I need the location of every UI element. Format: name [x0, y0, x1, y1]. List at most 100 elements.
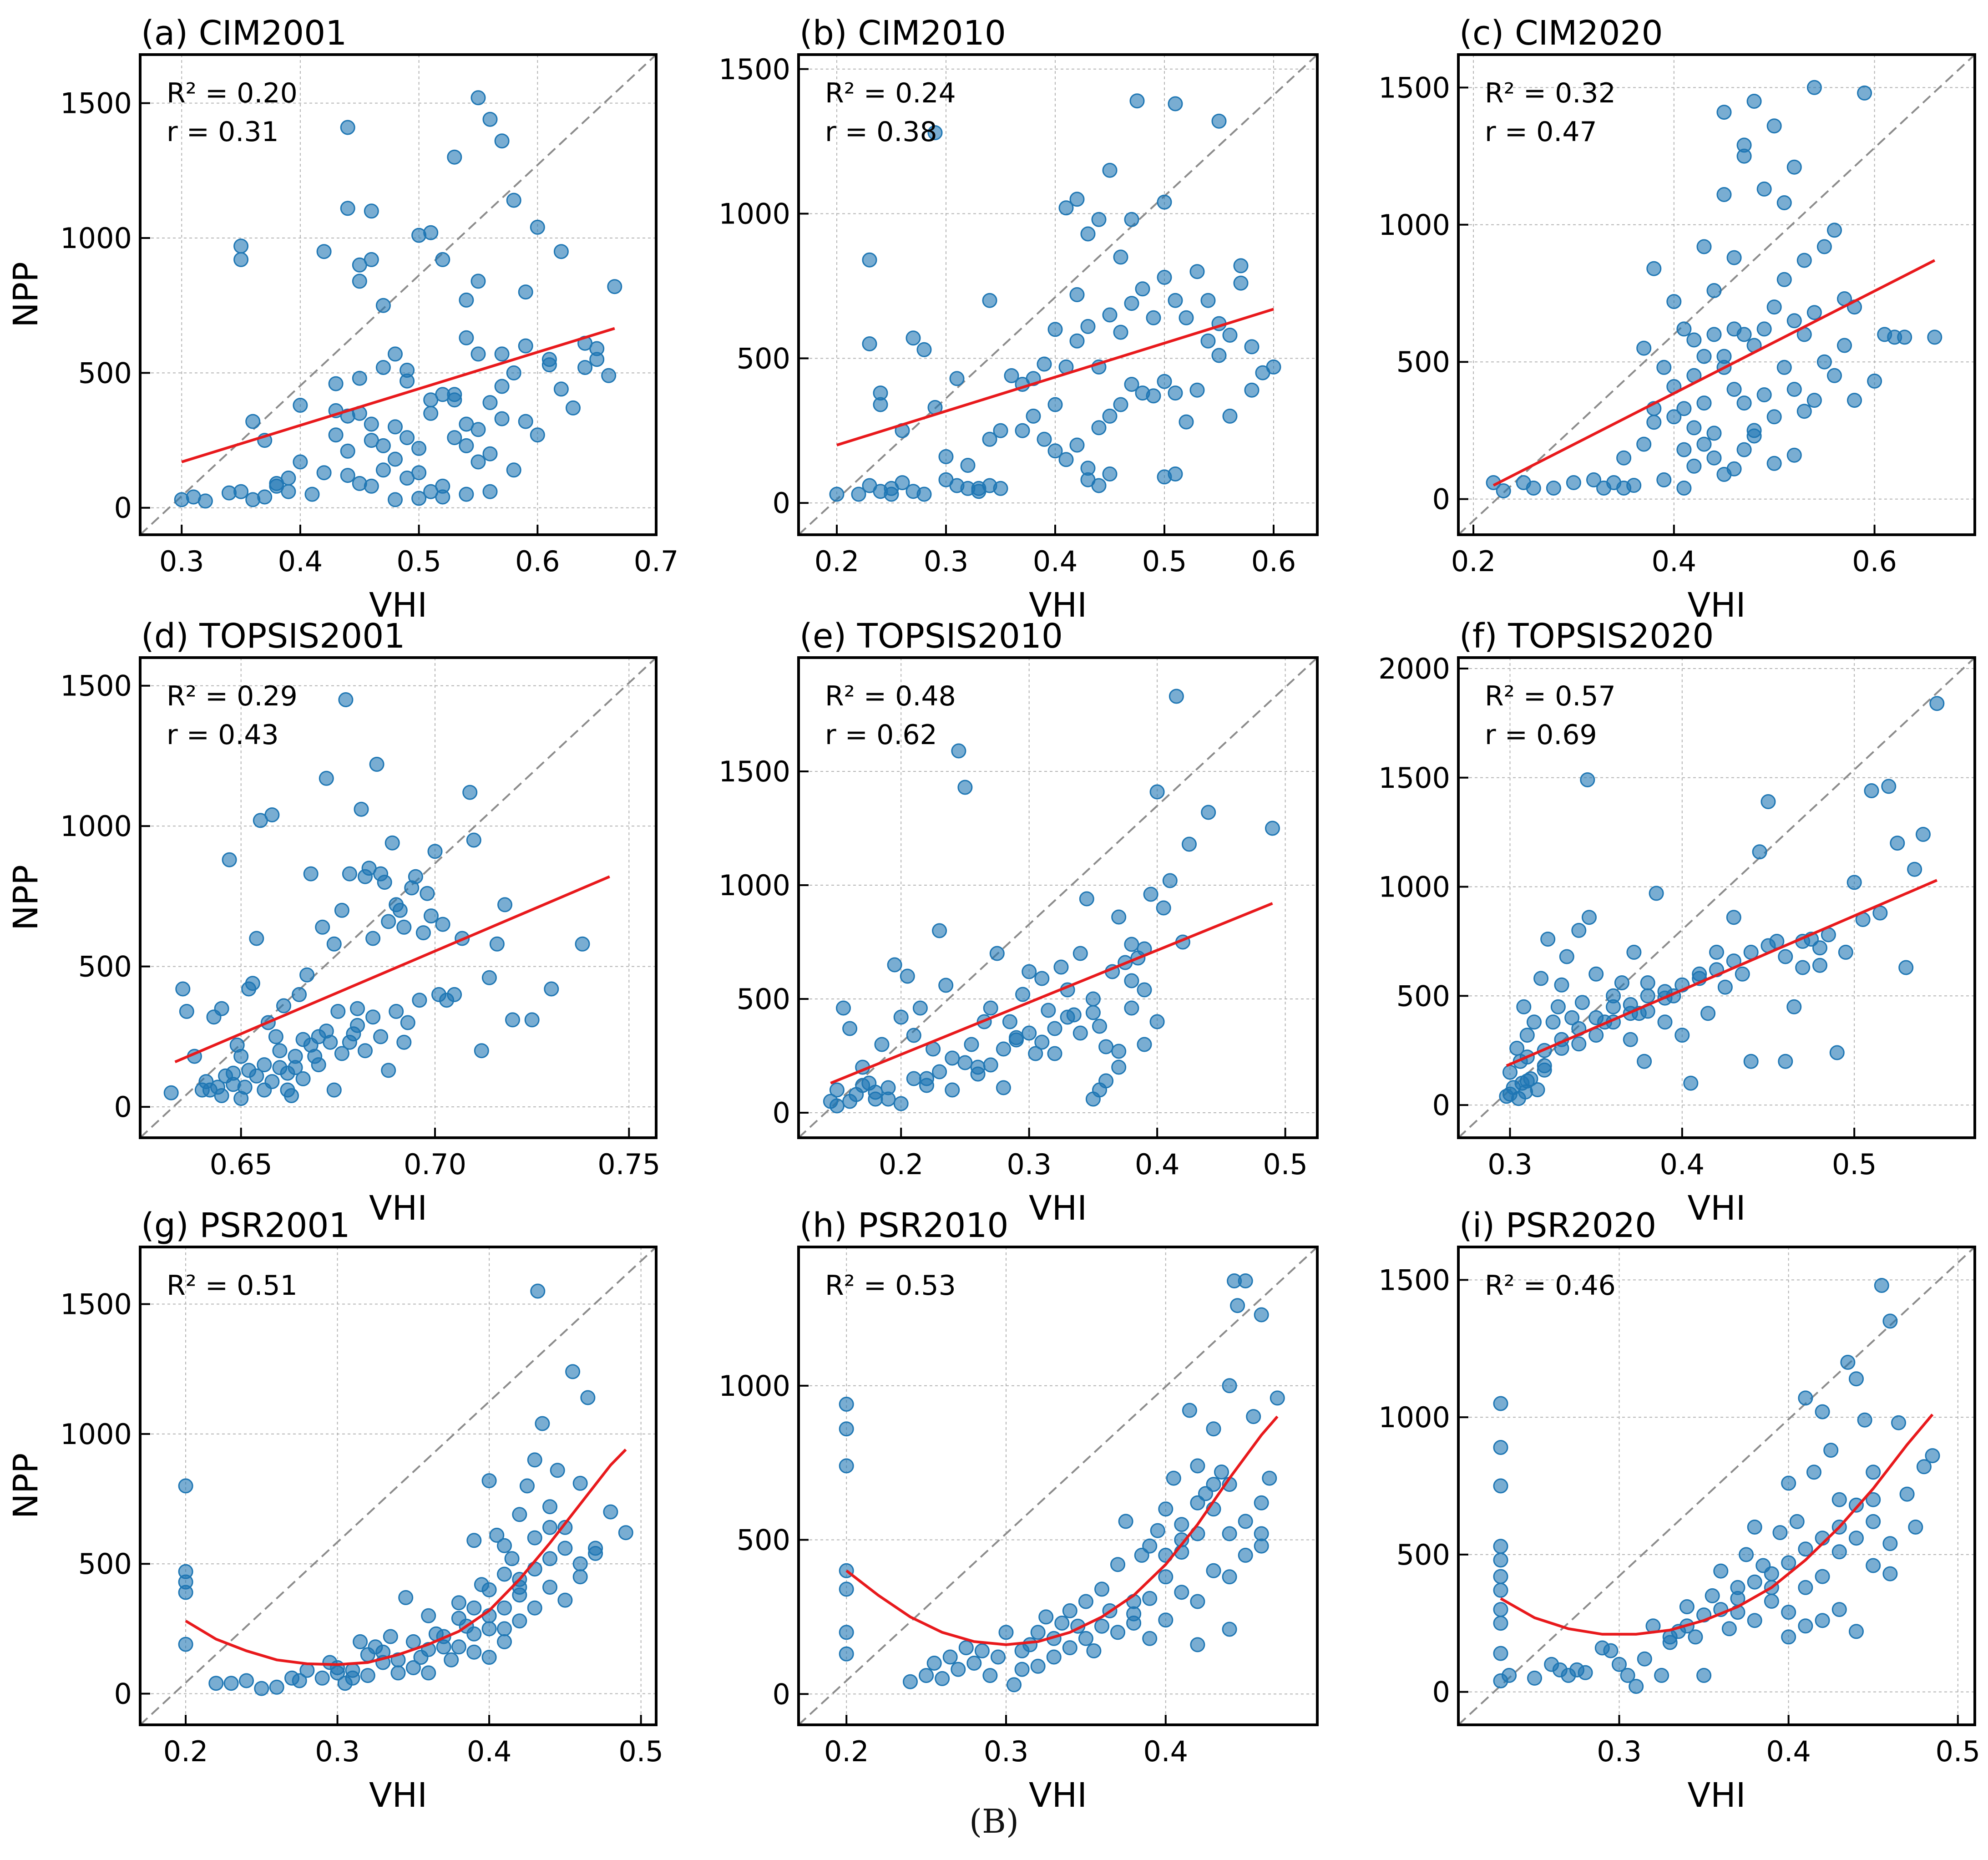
data-point	[1739, 1547, 1754, 1562]
data-point	[1705, 1588, 1720, 1603]
data-point	[459, 487, 474, 502]
r-label: r = 0.47	[1485, 116, 1597, 148]
y-tick-label: 0	[114, 492, 132, 525]
x-tick-label: 0.65	[210, 1148, 273, 1181]
data-point	[535, 1416, 550, 1431]
data-point	[1766, 409, 1782, 425]
data-point	[1201, 805, 1216, 820]
data-point	[245, 414, 261, 429]
x-tick-label: 0.2	[163, 1735, 208, 1768]
points-d	[163, 692, 590, 1106]
data-point	[839, 1581, 854, 1597]
data-point	[178, 1478, 193, 1494]
fit-line	[1506, 879, 1937, 1067]
data-point	[388, 451, 403, 467]
data-point	[1189, 264, 1205, 279]
data-point	[1640, 988, 1655, 1003]
data-point	[900, 968, 915, 984]
y-tick-label: 500	[737, 1524, 790, 1557]
data-point	[1502, 1064, 1518, 1080]
data-point	[388, 419, 403, 435]
data-point	[470, 454, 486, 470]
data-point	[1776, 272, 1792, 287]
data-point	[1124, 937, 1139, 952]
data-point	[163, 1085, 179, 1100]
data-point	[1831, 1544, 1847, 1560]
data-point	[1079, 891, 1094, 907]
data-point	[527, 1600, 542, 1616]
data-point	[1222, 408, 1238, 424]
data-point	[1111, 909, 1127, 925]
data-point	[1496, 483, 1511, 498]
panel-b: 0.2 0.3 0.4 0.5 0.6 0 500 1000 1500 R² = 0.24 r = …	[718, 14, 1319, 625]
data-point	[1162, 873, 1178, 888]
y-tick-label: 0	[773, 1678, 790, 1711]
data-point	[945, 1082, 960, 1098]
data-point	[1554, 977, 1569, 993]
data-point	[1806, 393, 1822, 408]
y-axis-label: NPP	[6, 865, 46, 931]
panel-title: (c) CIM2020	[1459, 14, 1663, 53]
panel-title: (e) TOPSIS2010	[799, 617, 1063, 656]
data-point	[957, 1055, 973, 1070]
data-point	[1004, 368, 1019, 383]
y-axis-label: NPP	[6, 1453, 46, 1519]
data-point	[178, 1585, 193, 1600]
data-point	[1266, 359, 1281, 375]
y-tick-label: 0	[773, 487, 790, 520]
data-point	[1726, 250, 1742, 265]
y-tick-label: 1500	[60, 1288, 132, 1321]
identity-line	[140, 658, 656, 1138]
data-point	[352, 370, 367, 386]
x-axis-label: VHI	[1687, 1776, 1745, 1815]
data-point	[451, 1639, 466, 1655]
data-point	[905, 330, 921, 346]
data-point	[1798, 1580, 1813, 1595]
data-point	[1586, 472, 1601, 487]
data-point	[1540, 932, 1556, 947]
x-tick-label: 0.3	[1007, 1148, 1052, 1181]
data-point	[257, 1057, 272, 1073]
data-point	[1676, 442, 1692, 457]
data-point	[1102, 162, 1118, 178]
data-point	[998, 1625, 1014, 1640]
data-point	[466, 1644, 482, 1660]
data-point	[1062, 1640, 1077, 1656]
data-point	[1881, 779, 1897, 794]
data-point	[1736, 442, 1752, 457]
y-tick-label: 1500	[718, 53, 790, 86]
data-point	[1168, 96, 1183, 111]
plot-frame	[797, 1246, 1319, 1726]
data-point	[1222, 1526, 1237, 1541]
data-point	[208, 1676, 224, 1691]
data-point	[1686, 458, 1702, 474]
data-point	[330, 1665, 345, 1681]
data-point	[1849, 1371, 1864, 1387]
data-point	[1502, 1667, 1517, 1683]
data-point	[1113, 324, 1128, 340]
y-tick-label: 1000	[1378, 208, 1450, 242]
data-point	[893, 1009, 909, 1025]
data-point	[1102, 466, 1118, 481]
data-point	[557, 1520, 573, 1535]
data-point	[1085, 1005, 1101, 1020]
x-tick-label: 0.5	[1142, 545, 1187, 578]
data-point	[603, 1504, 618, 1520]
y-tick-label: 500	[737, 342, 790, 375]
data-point	[1254, 1538, 1269, 1554]
data-point	[512, 1613, 527, 1629]
data-point	[470, 346, 486, 362]
y-tick-label: 1000	[60, 222, 132, 255]
data-point	[1244, 382, 1260, 398]
data-point	[938, 978, 954, 993]
data-point	[1009, 1030, 1024, 1045]
data-point	[375, 360, 391, 375]
data-point	[281, 484, 296, 499]
data-point	[842, 1021, 858, 1036]
panel-e: 0.2 0.3 0.4 0.5 0 500 1000 1500 R² = 0.48 r = 0.6…	[718, 617, 1319, 1228]
data-point	[1674, 1028, 1690, 1043]
data-point	[1124, 212, 1139, 227]
data-point	[214, 1001, 229, 1016]
data-point	[1028, 1046, 1043, 1061]
data-point	[364, 203, 379, 219]
